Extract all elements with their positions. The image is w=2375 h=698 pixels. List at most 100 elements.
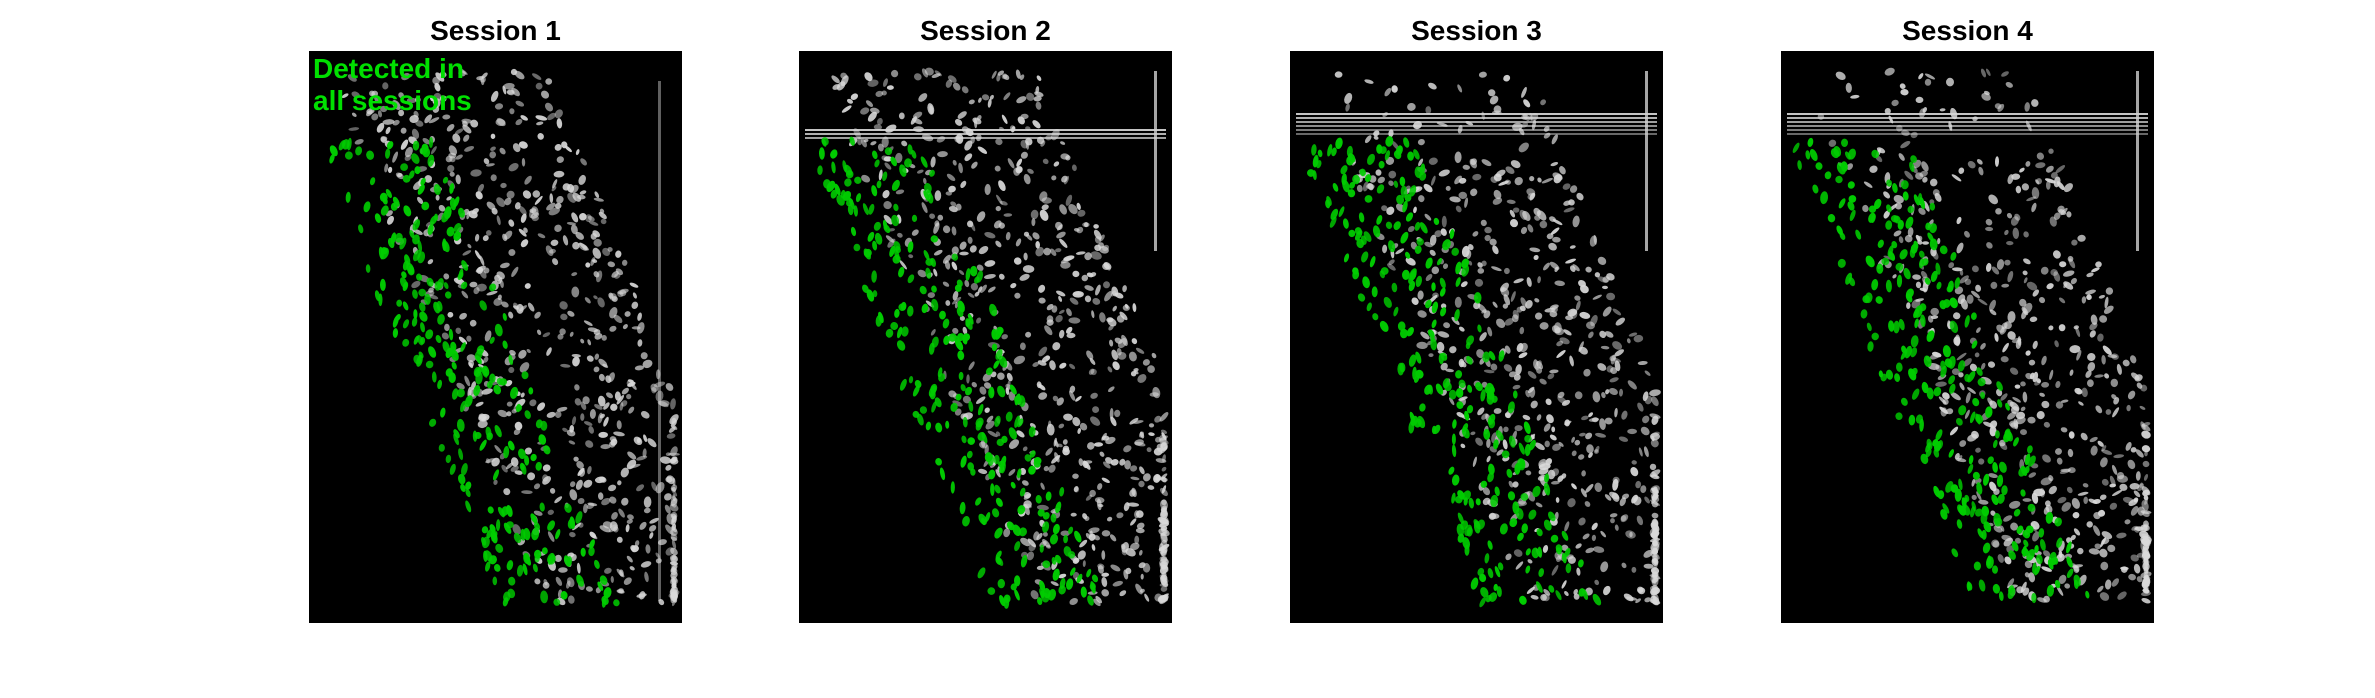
detected-cell — [1358, 212, 1365, 223]
detected-cell — [497, 506, 505, 518]
cell — [2142, 460, 2150, 468]
detected-cell — [427, 223, 434, 236]
detected-cell — [1987, 456, 1994, 465]
detected-cell — [1958, 505, 1967, 516]
cell — [566, 222, 577, 226]
cell — [1420, 331, 1430, 340]
cell — [1091, 310, 1095, 319]
cell — [601, 335, 607, 341]
detected-cell — [1042, 512, 1050, 520]
detected-cell — [1451, 247, 1459, 256]
detected-cell — [1042, 560, 1051, 569]
cell — [1134, 439, 1144, 446]
cell — [547, 509, 554, 515]
detected-cell — [958, 371, 964, 381]
cell — [1037, 360, 1047, 366]
cell — [2055, 448, 2062, 455]
cell — [2088, 498, 2098, 504]
detected-cell — [532, 563, 538, 573]
cell — [2067, 448, 2074, 458]
cell — [1637, 402, 1644, 412]
cell — [664, 504, 671, 514]
detected-cell — [508, 576, 516, 586]
cell — [1081, 274, 1089, 282]
detected-cell — [1063, 546, 1072, 557]
cell — [2133, 563, 2141, 574]
cell — [1101, 572, 1110, 577]
detected-cell — [425, 329, 434, 340]
cell — [1065, 326, 1073, 334]
cell — [2025, 161, 2031, 167]
cell — [2140, 384, 2148, 392]
detected-cell — [2024, 453, 2031, 466]
detected-cell — [515, 403, 521, 413]
detected-cell — [872, 150, 878, 160]
detected-cell — [1016, 468, 1022, 479]
cell — [620, 467, 629, 478]
vessel-band — [1296, 113, 1657, 115]
cell — [1954, 453, 1960, 460]
cell — [1636, 515, 1644, 526]
detected-cell — [523, 553, 532, 566]
detected-cell — [1384, 150, 1391, 161]
cell — [1540, 99, 1547, 106]
cell — [857, 137, 863, 146]
cell — [1023, 252, 1028, 261]
detected-cell — [408, 265, 415, 275]
cell — [1568, 199, 1575, 206]
cell — [2017, 336, 2022, 346]
detected-cell — [1948, 375, 1956, 385]
cell — [1047, 420, 1052, 428]
detected-cell — [1536, 528, 1543, 537]
detected-cell — [1991, 565, 1999, 574]
cell — [384, 163, 389, 173]
cell — [1602, 306, 1612, 317]
cell — [1950, 392, 1961, 401]
detected-cell — [954, 284, 962, 292]
cell — [1525, 299, 1533, 309]
cell — [630, 545, 636, 551]
detected-cell — [976, 270, 983, 283]
cell — [966, 374, 970, 384]
detected-cell — [411, 317, 418, 327]
cell — [1075, 395, 1082, 402]
detected-cell — [866, 289, 875, 302]
cell — [1059, 238, 1068, 248]
cell — [562, 183, 571, 191]
vessel-vertical — [1645, 71, 1648, 251]
cell — [627, 451, 637, 460]
detected-cell — [1376, 184, 1385, 194]
detected-cell — [1326, 196, 1332, 206]
cell — [1142, 359, 1150, 366]
cell — [1440, 362, 1448, 371]
cell — [1918, 207, 1926, 215]
cell — [1365, 183, 1375, 190]
detected-cell — [1565, 563, 1572, 574]
detected-cell — [1548, 511, 1556, 522]
cell — [1512, 207, 1520, 213]
cell — [542, 476, 551, 485]
cell — [619, 402, 624, 411]
cell — [1405, 257, 1416, 266]
cell — [491, 207, 498, 215]
cell — [957, 111, 967, 119]
detected-cell — [890, 156, 897, 167]
cell — [978, 468, 988, 474]
detected-cell — [402, 174, 411, 183]
cell — [2050, 269, 2058, 276]
detected-cell — [1880, 373, 1888, 382]
detected-cell — [1419, 163, 1426, 176]
cell — [1423, 183, 1433, 193]
cell — [1484, 234, 1491, 242]
cell — [1043, 465, 1049, 472]
cell — [1994, 156, 2000, 167]
detected-cell — [959, 501, 966, 515]
cell — [1850, 94, 1860, 99]
cell — [1391, 85, 1398, 93]
cell — [1562, 183, 1571, 190]
cell — [549, 193, 554, 204]
cell — [2012, 396, 2021, 403]
cell — [918, 93, 928, 102]
cell — [1990, 281, 1998, 289]
detected-cell — [1936, 281, 1942, 290]
